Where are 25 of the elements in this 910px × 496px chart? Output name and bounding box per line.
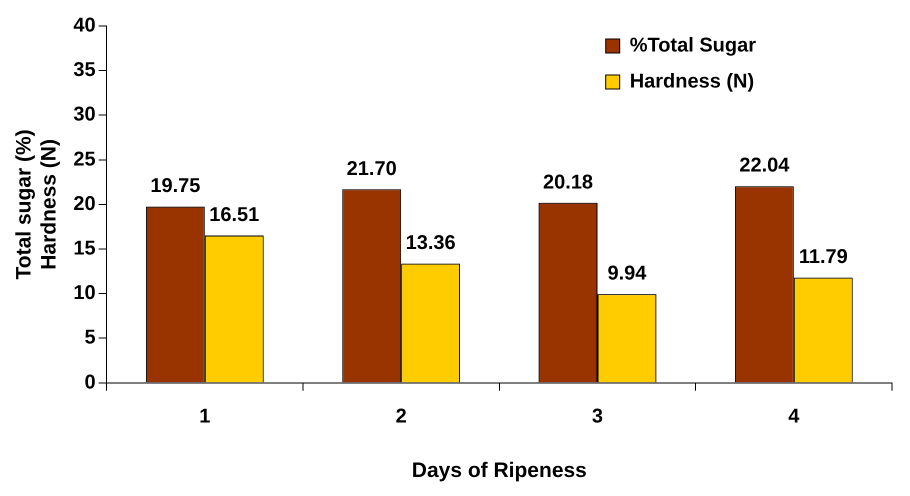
x-tick-label: 4 bbox=[788, 405, 800, 428]
data-label: 9.94 bbox=[607, 262, 648, 285]
data-label: 21.70 bbox=[346, 158, 397, 180]
legend-label: %Total Sugar bbox=[630, 34, 756, 57]
data-label: 19.75 bbox=[150, 175, 200, 198]
data-label: 11.79 bbox=[798, 246, 848, 268]
data-label: 16.51 bbox=[209, 204, 260, 226]
y-tick-label: 35 bbox=[73, 59, 96, 82]
x-tick-label: 2 bbox=[396, 405, 407, 428]
y-tick-label: 20 bbox=[73, 192, 96, 215]
data-label: 22.04 bbox=[739, 154, 790, 177]
data-label: 20.18 bbox=[543, 171, 594, 194]
y-tick-label: 10 bbox=[73, 282, 96, 304]
y-tick-label: 25 bbox=[73, 148, 96, 170]
y-tick-label: 0 bbox=[84, 371, 96, 394]
x-tick-label: 3 bbox=[592, 405, 604, 428]
x-axis-title: Days of Ripeness bbox=[412, 459, 587, 482]
legend-label: Hardness (N) bbox=[630, 70, 754, 93]
y-tick-label: 40 bbox=[73, 14, 96, 37]
data-label: 13.36 bbox=[406, 232, 456, 254]
y-tick-label: 30 bbox=[73, 104, 96, 126]
y-tick-label: 5 bbox=[84, 326, 96, 349]
x-tick-label: 1 bbox=[199, 405, 210, 428]
y-tick-label: 15 bbox=[73, 238, 96, 260]
y-axis-title: Total sugar (%) Hardness (N) bbox=[12, 129, 61, 280]
